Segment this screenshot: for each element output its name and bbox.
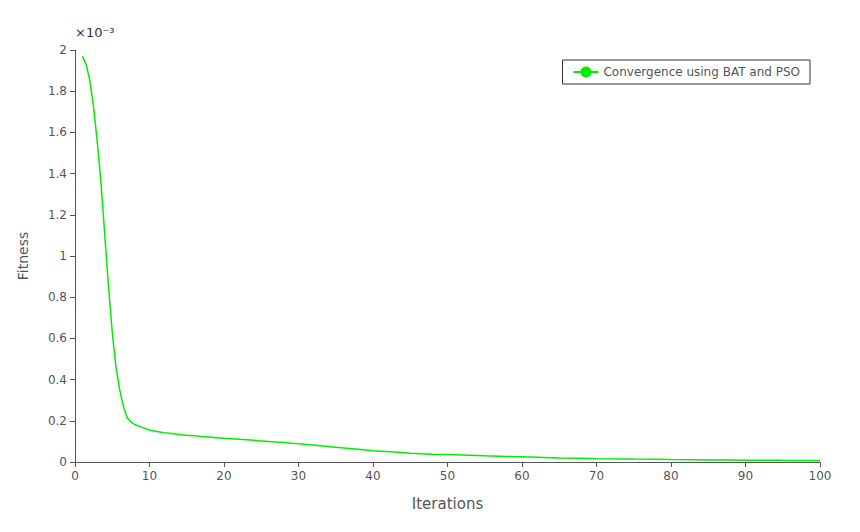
svg-text:60: 60 <box>514 469 529 483</box>
svg-text:10: 10 <box>142 469 157 483</box>
svg-text:Convergence using BAT and PSO: Convergence using BAT and PSO <box>603 65 800 79</box>
svg-text:50: 50 <box>440 469 455 483</box>
svg-text:1.8: 1.8 <box>48 84 67 98</box>
svg-text:20: 20 <box>216 469 231 483</box>
svg-text:40: 40 <box>365 469 380 483</box>
svg-text:100: 100 <box>809 469 832 483</box>
svg-text:0: 0 <box>71 469 79 483</box>
svg-text:0.2: 0.2 <box>48 414 67 428</box>
svg-text:30: 30 <box>291 469 306 483</box>
svg-text:90: 90 <box>738 469 753 483</box>
svg-text:1: 1 <box>59 249 67 263</box>
svg-text:×10⁻³: ×10⁻³ <box>75 25 115 40</box>
svg-text:0: 0 <box>59 455 67 469</box>
svg-text:2: 2 <box>59 43 67 57</box>
svg-text:Fitness: Fitness <box>15 232 31 281</box>
svg-text:0.8: 0.8 <box>48 290 67 304</box>
svg-text:1.6: 1.6 <box>48 125 67 139</box>
svg-text:Iterations: Iterations <box>412 495 484 513</box>
svg-text:1.4: 1.4 <box>48 167 67 181</box>
svg-text:80: 80 <box>663 469 678 483</box>
svg-text:1.2: 1.2 <box>48 208 67 222</box>
svg-text:70: 70 <box>589 469 604 483</box>
svg-text:0.6: 0.6 <box>48 331 67 345</box>
svg-text:0.4: 0.4 <box>48 373 67 387</box>
